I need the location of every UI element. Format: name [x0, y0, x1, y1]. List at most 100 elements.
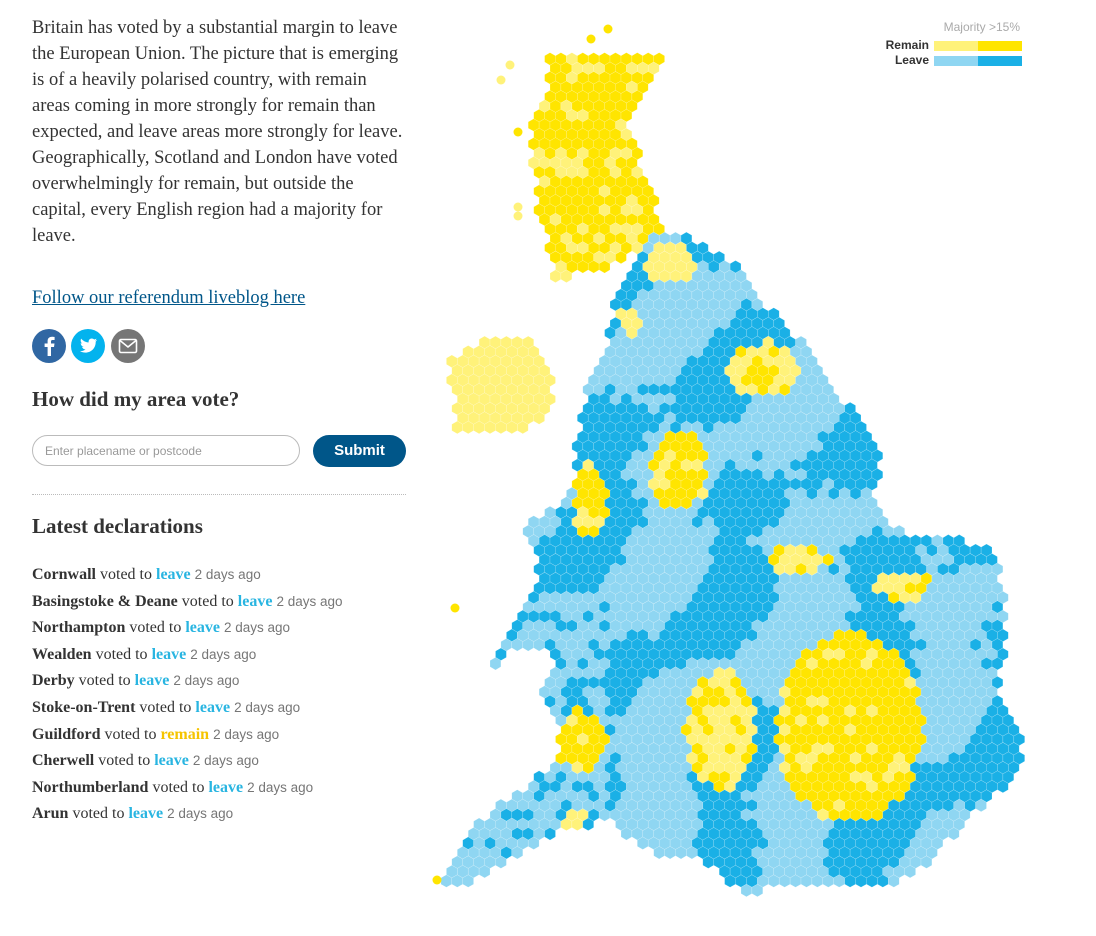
- legend-swatch: [978, 41, 1022, 51]
- declaration-time: 2 days ago: [192, 753, 259, 769]
- declaration-time: 2 days ago: [213, 726, 280, 742]
- declaration: Basingstoke & Deane voted to leave 2 days a…: [32, 590, 347, 617]
- declaration-area: Basingstoke & Deane: [32, 592, 178, 610]
- declaration: Guildford voted to remain 2 days ago: [32, 723, 347, 750]
- hex: [1013, 732, 1025, 746]
- declaration-time: 2 days ago: [194, 567, 261, 582]
- hex: [478, 865, 491, 879]
- hex: [991, 562, 1004, 576]
- hex: [615, 250, 627, 264]
- hex: [544, 827, 556, 841]
- email-icon: [118, 338, 138, 354]
- hex: [517, 420, 529, 435]
- hex: [489, 657, 502, 671]
- hex: [533, 411, 545, 425]
- intro-text: Britain has voted by a substantial margi…: [32, 18, 403, 246]
- search-input[interactable]: Enter placename or postcode: [32, 435, 300, 466]
- declaration-time: 2 days ago: [234, 699, 301, 715]
- declaration-time: 2 days ago: [224, 620, 291, 636]
- hex: [975, 798, 987, 812]
- declaration-result: remain: [160, 725, 210, 743]
- declarations-title: Latest declarations: [32, 514, 203, 538]
- declaration-result: leave: [156, 566, 191, 583]
- declaration-time: 2 days ago: [167, 806, 234, 822]
- declaration-area: Stoke-on-Trent: [32, 698, 136, 716]
- hex-grid: [440, 52, 1025, 898]
- declaration-verb: voted to: [104, 725, 157, 743]
- declaration-result: leave: [134, 672, 170, 690]
- hex: [991, 581, 1004, 595]
- hex: [560, 269, 573, 283]
- email-icon: [119, 339, 137, 349]
- declaration: Derby voted to leave 2 days ago: [32, 669, 347, 696]
- hex: [991, 676, 1004, 690]
- hex: [440, 874, 453, 888]
- declaration-verb: voted to: [95, 645, 148, 663]
- hex: [495, 855, 507, 869]
- declaration: Stoke-on-Trent voted to leave 2 days ago: [32, 696, 347, 723]
- islands: [432, 24, 613, 885]
- declaration-area: Wealden: [32, 645, 92, 663]
- island: [603, 24, 613, 34]
- declaration: Cherwell voted to leave 2 days ago: [32, 749, 347, 776]
- hex: [991, 638, 1004, 652]
- declaration-area: Arun: [32, 805, 69, 823]
- island: [586, 34, 596, 44]
- declaration-area: Cherwell: [32, 752, 95, 770]
- island: [450, 603, 460, 613]
- hex: [1013, 751, 1025, 765]
- hex: [991, 657, 1004, 671]
- hex: [888, 874, 900, 888]
- declaration: Cornwall voted to leave 2 days ago: [32, 563, 347, 590]
- declaration-verb: voted to: [139, 698, 192, 716]
- hex: [697, 241, 709, 255]
- declaration-area: Cornwall: [32, 566, 96, 583]
- declaration-time: 2 days ago: [173, 673, 240, 689]
- island: [505, 60, 515, 70]
- hex: [920, 855, 933, 869]
- declarations-list: Cornwall voted to leave 2 days ago Basingsto…: [32, 563, 347, 829]
- declaration-verb: voted to: [72, 805, 125, 823]
- facebook-icon: [44, 336, 55, 356]
- declaration-verb: voted to: [152, 778, 205, 796]
- hex: [598, 260, 611, 274]
- island: [432, 875, 442, 885]
- declaration-verb: voted to: [78, 672, 131, 690]
- declaration: Wealden voted to leave 2 days ago: [32, 643, 347, 670]
- island: [496, 75, 506, 85]
- island: [513, 202, 523, 212]
- declaration-result: leave: [151, 645, 187, 663]
- declaration-result: leave: [195, 698, 231, 716]
- legend-swatch: [934, 56, 978, 66]
- island: [513, 127, 523, 137]
- island: [513, 211, 523, 221]
- submit-button[interactable]: Submit: [313, 435, 406, 467]
- hex: [751, 883, 764, 898]
- declaration-area: Northumberland: [32, 778, 149, 796]
- hex: [511, 638, 524, 652]
- hex: [527, 836, 540, 850]
- declaration-area: Northampton: [32, 619, 126, 637]
- declaration: Arun voted to leave 2 days ago: [32, 802, 347, 829]
- legend-swatch: [978, 56, 1022, 66]
- search-title: How did my area vote?: [32, 387, 240, 411]
- declaration-area: Derby: [32, 672, 75, 690]
- declaration-result: leave: [208, 778, 244, 796]
- legend-swatch: [934, 41, 978, 51]
- declaration-area: Guildford: [32, 725, 101, 743]
- liveblog-link[interactable]: Follow our referendum liveblog here: [32, 288, 306, 308]
- declaration: Northumberland voted to leave 2 days ago: [32, 776, 347, 803]
- hex: [462, 874, 474, 888]
- hex: [948, 827, 960, 841]
- declaration-verb: voted to: [129, 619, 182, 637]
- twitter-icon: [80, 338, 97, 353]
- hex: [871, 505, 884, 520]
- share-buttons: [32, 329, 145, 363]
- declaration: Northampton voted to leave 2 days ago: [32, 616, 347, 643]
- declaration-verb: voted to: [100, 566, 152, 583]
- legend-title: Majority >15%: [944, 20, 1021, 34]
- hex: [511, 846, 524, 860]
- hex: [582, 817, 594, 831]
